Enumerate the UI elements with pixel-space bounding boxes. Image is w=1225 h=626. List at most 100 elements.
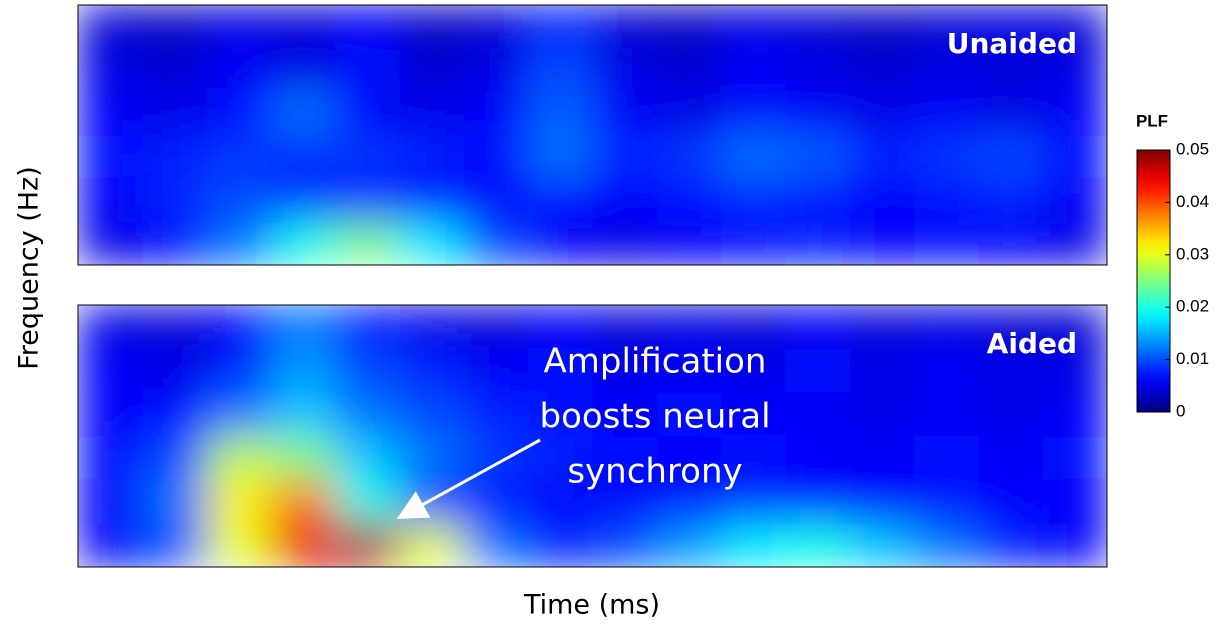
heatmap-cell — [78, 221, 143, 265]
heatmap-cell — [978, 392, 1044, 437]
heatmap-cell — [656, 436, 722, 481]
heatmap-cell — [978, 523, 1044, 567]
colorbar-tick-label: 0.04 — [1176, 192, 1209, 211]
heatmap-cell — [463, 436, 529, 481]
annotation: boosts neural — [539, 397, 770, 437]
heatmap-cell — [399, 48, 465, 93]
heatmap-cell — [978, 305, 1044, 350]
heatmap-cell — [206, 523, 272, 567]
heatmap-cell — [592, 479, 658, 524]
heatmap-cell — [721, 48, 786, 93]
heatmap-cell — [785, 392, 851, 437]
heatmap-cell — [399, 178, 465, 223]
heatmap-cell — [785, 479, 851, 524]
heatmap-cells — [78, 5, 1107, 265]
heatmap-cell — [914, 48, 979, 93]
heatmap-panel — [78, 5, 1107, 265]
heatmap-cell — [335, 479, 401, 524]
heatmap-cell — [528, 135, 593, 179]
heatmap-cell — [592, 348, 658, 393]
heatmap-cell — [656, 348, 722, 393]
heatmap-cell — [78, 392, 143, 437]
heatmap-cell — [528, 48, 593, 93]
heatmap-cell — [849, 91, 915, 136]
heatmap-cell — [592, 135, 658, 179]
heatmap-cell — [335, 436, 401, 481]
heatmap-cell — [592, 5, 658, 49]
heatmap-cell — [849, 436, 915, 481]
heatmap-cell — [914, 305, 979, 350]
annotation: Amplification — [544, 342, 767, 382]
heatmap-cell — [1042, 436, 1107, 481]
heatmap-cell — [142, 48, 208, 93]
heatmap-cell — [1042, 305, 1107, 350]
heatmap-cells — [78, 305, 1107, 567]
heatmap-cell — [463, 5, 529, 49]
heatmap-cell — [142, 479, 208, 524]
heatmap-cell — [656, 135, 722, 179]
heatmap-cell — [721, 91, 786, 136]
heatmap-cell — [463, 305, 529, 350]
heatmap-cell — [785, 178, 851, 223]
colorbar-tick-label: 0.02 — [1176, 297, 1209, 316]
colorbar-title: PLF — [1136, 111, 1168, 130]
heatmap-cell — [978, 5, 1044, 49]
heatmap-cell — [849, 523, 915, 567]
heatmap-cell — [78, 5, 143, 49]
heatmap-cell — [914, 436, 979, 481]
heatmap-cell — [656, 221, 722, 265]
x-axis-label: Time (ms) — [523, 590, 660, 621]
heatmap-cell — [206, 178, 272, 223]
heatmap-cell — [463, 221, 529, 265]
heatmap-cell — [656, 305, 722, 350]
heatmap-cell — [142, 523, 208, 567]
heatmap-cell — [206, 436, 272, 481]
heatmap-cell — [270, 392, 336, 437]
heatmap-cell — [142, 91, 208, 136]
heatmap-cell — [78, 135, 143, 179]
y-axis-label: Frequency (Hz) — [14, 166, 45, 370]
heatmap-cell — [785, 5, 851, 49]
heatmap-cell — [270, 523, 336, 567]
heatmap-cell — [206, 91, 272, 136]
heatmap-cell — [721, 178, 786, 223]
annotation: synchrony — [567, 452, 742, 492]
heatmap-cell — [335, 5, 401, 49]
heatmap-cell — [849, 178, 915, 223]
heatmap-cell — [78, 348, 143, 393]
heatmap-cell — [270, 48, 336, 93]
annotation-arrow — [396, 438, 541, 519]
heatmap-cell — [528, 479, 593, 524]
heatmap-cell — [849, 221, 915, 265]
heatmap-cell — [849, 479, 915, 524]
heatmap-cell — [721, 221, 786, 265]
heatmap-cell — [721, 436, 786, 481]
heatmap-cell — [335, 523, 401, 567]
heatmap-cell — [914, 5, 979, 49]
heatmap-cell — [78, 178, 143, 223]
heatmap-cell — [528, 305, 593, 350]
heatmap-cell — [721, 305, 786, 350]
heatmap-cell — [1042, 221, 1107, 265]
heatmap-panel — [78, 305, 1107, 567]
heatmap-cell — [270, 436, 336, 481]
heatmap-cell — [785, 436, 851, 481]
heatmap-cell — [721, 135, 786, 179]
heatmap-cell — [142, 436, 208, 481]
heatmap-cell — [335, 221, 401, 265]
heatmap-cell — [592, 48, 658, 93]
heatmap-cell — [656, 48, 722, 93]
heatmap-cell — [592, 523, 658, 567]
panel-title: Aided — [987, 327, 1077, 360]
heatmap-cell — [978, 48, 1044, 93]
heatmap-cell — [656, 5, 722, 49]
heatmap-cell — [399, 348, 465, 393]
colorbar-tick-label: 0.05 — [1176, 139, 1209, 158]
colorbar-tick-label: 0.03 — [1176, 244, 1209, 263]
heatmap-cell — [978, 436, 1044, 481]
colorbar-tick-label: 0.01 — [1176, 349, 1209, 368]
heatmap-cell — [335, 135, 401, 179]
panel-frame — [77, 4, 1108, 266]
heatmap-cell — [78, 48, 143, 93]
heatmap-cell — [656, 392, 722, 437]
